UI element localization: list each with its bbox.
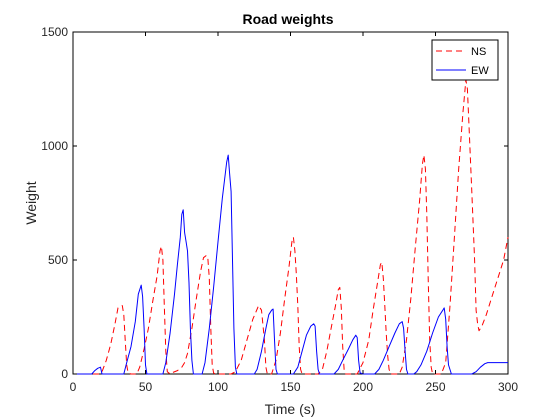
y-axis-label: Weight bbox=[23, 181, 39, 224]
legend-label-ew: EW bbox=[471, 65, 489, 77]
x-tick-label: 150 bbox=[280, 380, 300, 394]
y-tick-label: 1000 bbox=[41, 139, 68, 153]
chart-title: Road weights bbox=[242, 11, 333, 27]
series-line-ew bbox=[73, 154, 508, 375]
x-tick-label: 250 bbox=[425, 380, 445, 394]
series-line-ns bbox=[73, 79, 509, 375]
legend-box bbox=[431, 39, 499, 81]
legend: NS EW bbox=[431, 39, 499, 81]
legend-label-ns: NS bbox=[471, 46, 486, 58]
x-tick-label: 0 bbox=[70, 380, 77, 394]
axis-ticks: 0 50 100 150 200 250 300 0 500 1000 1500 bbox=[41, 25, 518, 394]
x-axis-label: Time (s) bbox=[265, 401, 316, 417]
x-tick-label: 300 bbox=[498, 380, 518, 394]
plot-area bbox=[72, 31, 509, 375]
x-tick-label: 100 bbox=[208, 380, 228, 394]
x-tick-label: 200 bbox=[353, 380, 373, 394]
y-tick-label: 1500 bbox=[41, 25, 68, 39]
y-tick-label: 500 bbox=[48, 253, 68, 267]
x-tick-label: 50 bbox=[139, 380, 153, 394]
y-tick-label: 0 bbox=[61, 367, 68, 381]
series-layer bbox=[73, 79, 509, 375]
